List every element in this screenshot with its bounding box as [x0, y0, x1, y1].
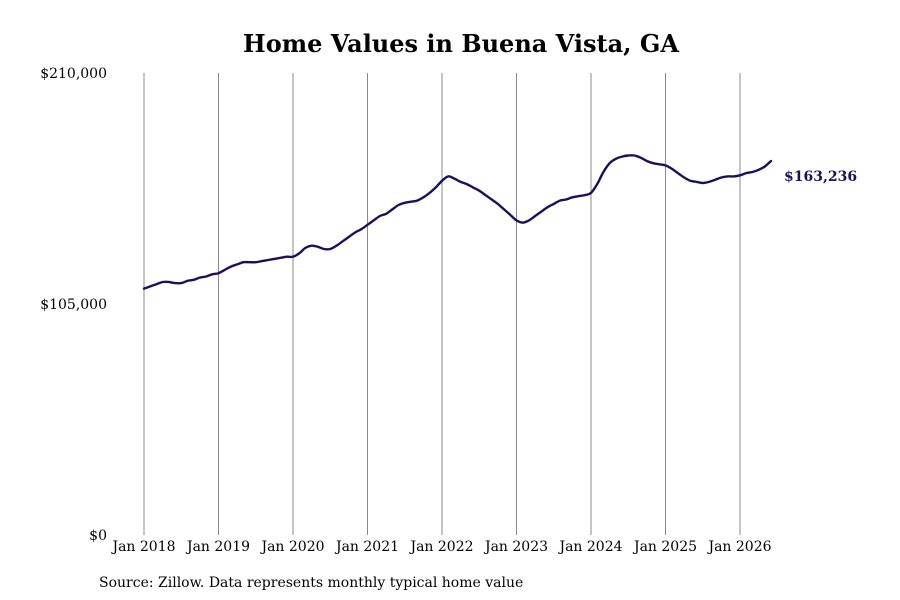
y-axis-tick-labels: $0 $105,000 $210,000 [40, 66, 107, 544]
grid-lines [143, 73, 741, 535]
x-tick-label: Jan 2018 [110, 539, 175, 555]
last-value-label: $163,236 [784, 169, 857, 185]
x-tick-label: Jan 2026 [706, 539, 771, 555]
x-tick-label: Jan 2025 [632, 539, 697, 555]
y-tick-label: $105,000 [40, 297, 107, 313]
y-tick-label: $210,000 [40, 66, 107, 82]
x-tick-label: Jan 2019 [185, 539, 250, 555]
x-axis-tick-labels: Jan 2018 Jan 2019 Jan 2020 Jan 2021 Jan 2022… [110, 539, 771, 555]
x-tick-label: Jan 2023 [483, 539, 548, 555]
chart-title: Home Values in Buena Vista, GA [243, 29, 679, 58]
series-line-home-value [142, 154, 773, 290]
source-note: Source: Zillow. Data represents monthly … [99, 575, 523, 591]
x-tick-label: Jan 2024 [557, 539, 622, 555]
x-tick-label: Jan 2021 [334, 539, 399, 555]
x-tick-label: Jan 2022 [408, 539, 473, 555]
x-tick-label: Jan 2020 [259, 539, 324, 555]
y-tick-label: $0 [89, 528, 107, 544]
